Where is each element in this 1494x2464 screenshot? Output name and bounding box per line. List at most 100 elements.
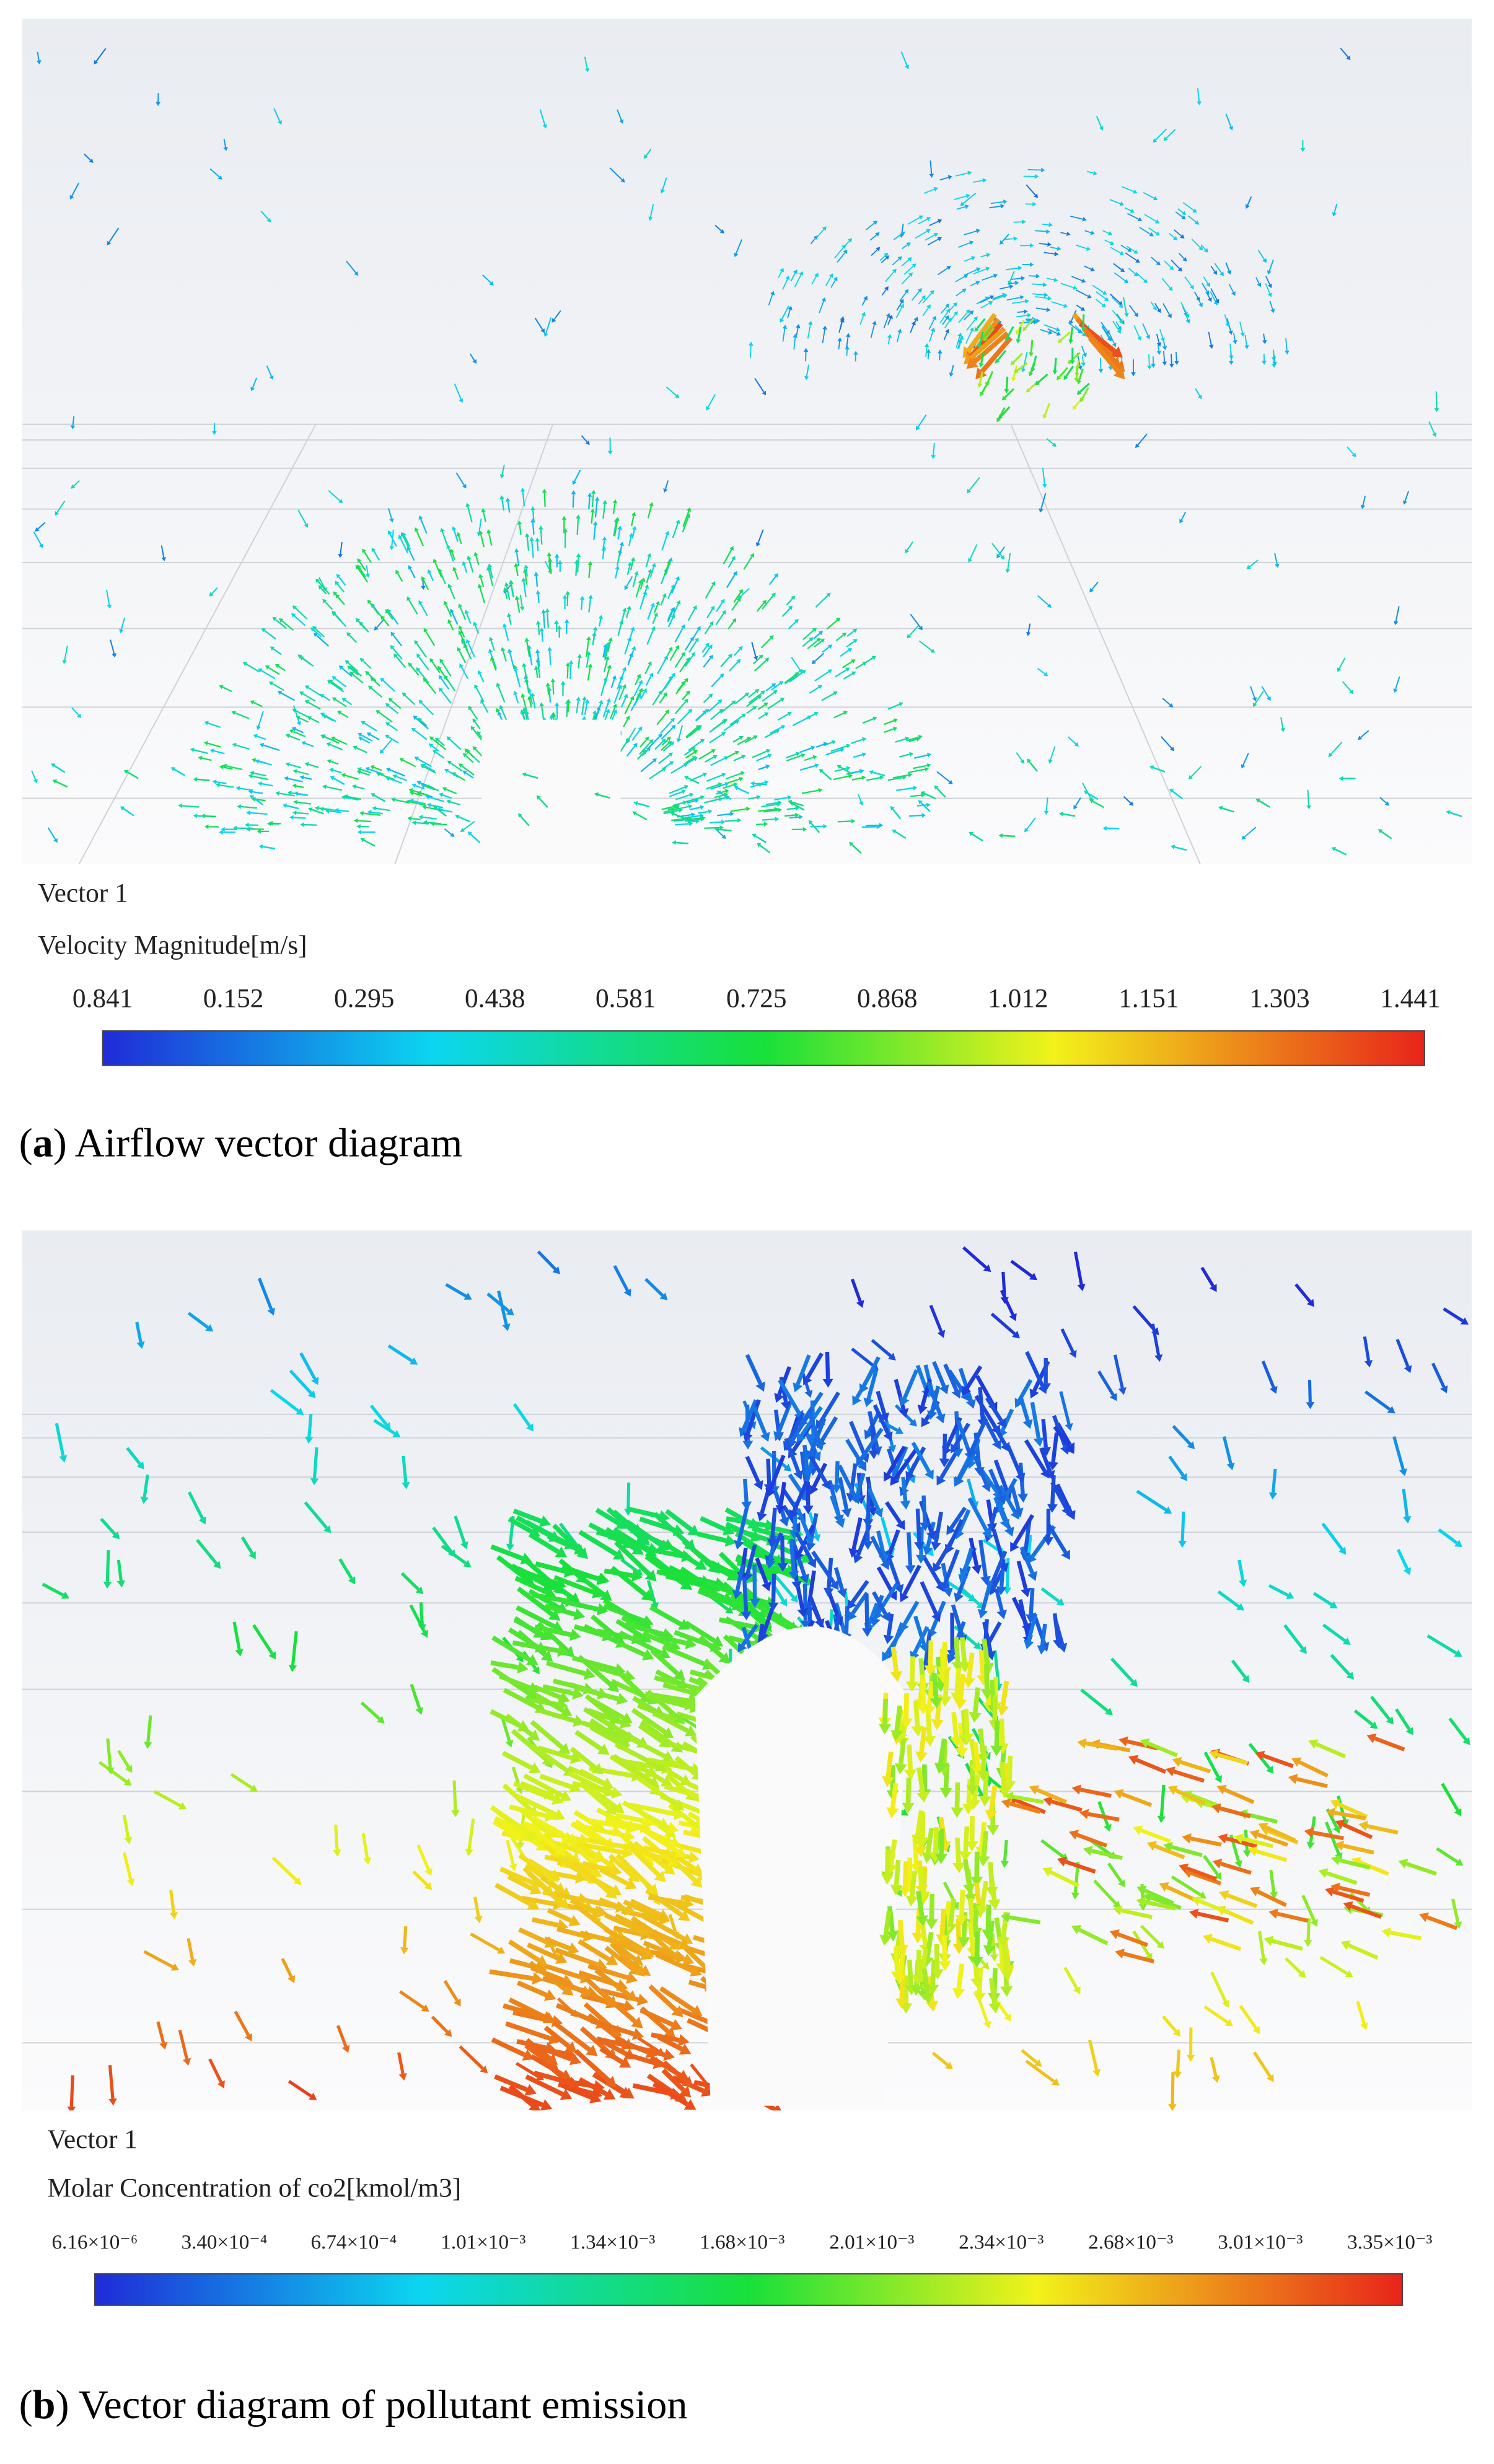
vector-arrow xyxy=(400,538,409,554)
vector-head xyxy=(390,631,395,637)
vector-head xyxy=(1291,1757,1302,1767)
vector-head xyxy=(612,499,618,504)
vector-head xyxy=(905,1895,918,1907)
vector-head xyxy=(968,1594,977,1602)
vector-arrow xyxy=(534,317,543,330)
vector-arrow xyxy=(851,1348,874,1367)
vector-arrow xyxy=(1402,1488,1409,1517)
vector-arrow xyxy=(631,529,635,539)
vector-arrow xyxy=(718,1551,742,1575)
vector-head xyxy=(788,305,793,310)
vector-arrow xyxy=(898,1738,907,1765)
vector-arrow xyxy=(1075,244,1088,250)
vector-head xyxy=(527,1898,540,1909)
vector-head xyxy=(900,231,905,236)
vector-head xyxy=(1168,2104,1177,2111)
vector-head xyxy=(905,1565,916,1574)
vector-arrow xyxy=(537,541,539,551)
vector-arrow xyxy=(538,797,548,809)
vector-head xyxy=(267,1307,275,1316)
vector-head xyxy=(554,1844,566,1856)
vector-head xyxy=(1333,1825,1341,1834)
vector-head xyxy=(307,1390,316,1398)
vector-arrow xyxy=(207,742,221,748)
vector-head xyxy=(1229,361,1234,366)
vector-arrow xyxy=(1040,493,1047,509)
vector-head xyxy=(534,571,539,576)
vector-arrow xyxy=(356,747,367,753)
vector-arrow xyxy=(768,576,777,585)
vector-head xyxy=(973,1992,986,2003)
vector-arrow xyxy=(431,745,439,752)
vector-head xyxy=(592,1849,605,1861)
vector-head xyxy=(522,1574,535,1585)
vector-head xyxy=(532,1627,545,1638)
vector-arrow xyxy=(674,627,684,643)
vector-arrow xyxy=(669,791,683,797)
vector-head xyxy=(641,1649,654,1660)
vector-head xyxy=(879,775,884,780)
vector-head xyxy=(566,1833,579,1844)
vector-arrow xyxy=(920,1581,938,1615)
vector-arrow xyxy=(458,650,467,664)
vector-arrow xyxy=(360,771,370,776)
vector-head xyxy=(1394,621,1399,626)
vector-head xyxy=(1154,219,1160,224)
vector-head xyxy=(1460,1317,1469,1325)
vector-head xyxy=(380,677,385,682)
vector-arrow xyxy=(734,694,747,704)
vector-head xyxy=(883,1431,893,1442)
vector-head xyxy=(331,736,336,741)
vector-arrow xyxy=(211,587,218,594)
vector-arrow xyxy=(743,556,753,570)
vector-arrow xyxy=(784,814,796,817)
vector-arrow xyxy=(674,819,685,822)
vector-arrow xyxy=(315,628,325,638)
vector-head xyxy=(1048,330,1053,335)
vector-head xyxy=(685,690,690,695)
vector-arrow xyxy=(645,556,650,568)
vector-arrow xyxy=(689,807,701,810)
vector-arrow xyxy=(663,809,672,813)
vector-head xyxy=(1076,380,1082,385)
vector-arrow xyxy=(126,1447,141,1465)
vector-head xyxy=(327,759,332,764)
vector-head xyxy=(612,703,617,708)
vector-head xyxy=(470,726,475,730)
vector-arrow xyxy=(279,792,295,797)
vector-head xyxy=(602,536,607,541)
vector-arrow xyxy=(604,1913,642,1933)
vector-head xyxy=(548,2032,560,2045)
vector-arrow xyxy=(974,1882,982,1908)
vector-arrow xyxy=(382,618,390,627)
vector-head xyxy=(535,1962,547,1974)
vector-head xyxy=(1325,1807,1336,1818)
vector-head xyxy=(710,1640,722,1652)
vector-head xyxy=(638,1534,651,1546)
vector-head xyxy=(116,1580,126,1588)
vector-field-b xyxy=(22,1246,1472,2111)
vector-arrow xyxy=(260,211,269,220)
vector-arrow xyxy=(1210,291,1216,302)
vector-arrow xyxy=(415,717,429,730)
vector-arrow xyxy=(410,800,426,806)
vector-arrow xyxy=(516,1515,553,1539)
vector-arrow xyxy=(788,621,797,629)
vector-head xyxy=(330,776,335,781)
vector-arrow xyxy=(662,1849,697,1883)
vector-arrow xyxy=(784,1437,801,1473)
vector-head xyxy=(925,1919,938,1930)
vector-head xyxy=(1169,703,1174,708)
vector-arrow xyxy=(123,807,134,817)
vector-arrow xyxy=(416,530,424,546)
vector-arrow xyxy=(867,1602,879,1625)
vector-head xyxy=(360,838,365,843)
vector-head xyxy=(310,627,315,632)
vector-head xyxy=(1090,267,1095,271)
vector-arrow xyxy=(396,776,407,781)
vector-arrow xyxy=(234,712,250,719)
vector-arrow xyxy=(532,522,535,535)
vector-head xyxy=(569,1781,581,1793)
vector-head xyxy=(526,1423,534,1432)
vector-arrow xyxy=(979,1822,987,1848)
